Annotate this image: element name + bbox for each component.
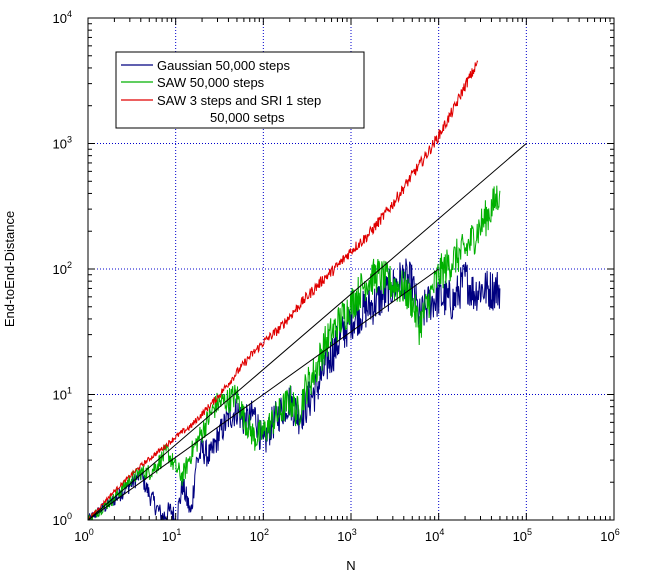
series-gaussian [88, 258, 501, 520]
y-tick-label: 103 [53, 135, 72, 152]
x-tick-label: 106 [600, 527, 619, 544]
grid [88, 18, 614, 520]
legend-label-saw: SAW 50,000 steps [157, 75, 265, 90]
ticks [87, 18, 614, 521]
y-tick-label: 104 [53, 9, 72, 26]
x-tick-label: 104 [425, 527, 444, 544]
x-tick-label: 101 [162, 527, 181, 544]
series-saw [88, 185, 501, 520]
y-tick-label: 101 [53, 386, 72, 403]
legend-label-saw-sri: SAW 3 steps and SRI 1 step [157, 93, 321, 108]
legend-box [115, 51, 365, 129]
reference-line-slope-0-6 [88, 143, 527, 520]
x-tick-label: 102 [250, 527, 269, 544]
y-tick-label: 102 [53, 260, 72, 277]
x-tick-label: 103 [337, 527, 356, 544]
x-tick-label: 100 [74, 527, 93, 544]
legend-label-saw-sri-line2: 50,000 setps [210, 110, 285, 125]
legend: Gaussian 50,000 steps SAW 50,000 steps S… [115, 51, 365, 129]
series-layer [88, 60, 527, 520]
reference-line-slope-0-5 [88, 268, 439, 520]
y-tick-label: 100 [53, 511, 72, 528]
x-tick-labels: 100 101 102 103 104 105 106 [74, 527, 619, 544]
legend-label-gaussian: Gaussian 50,000 steps [157, 58, 290, 73]
y-tick-labels: 100 101 102 103 104 [53, 9, 72, 528]
x-tick-label: 105 [513, 527, 532, 544]
x-axis-label: N [346, 558, 355, 573]
y-axis-label: End-toEnd-Distance [2, 211, 17, 327]
series-saw-sri [88, 60, 479, 520]
